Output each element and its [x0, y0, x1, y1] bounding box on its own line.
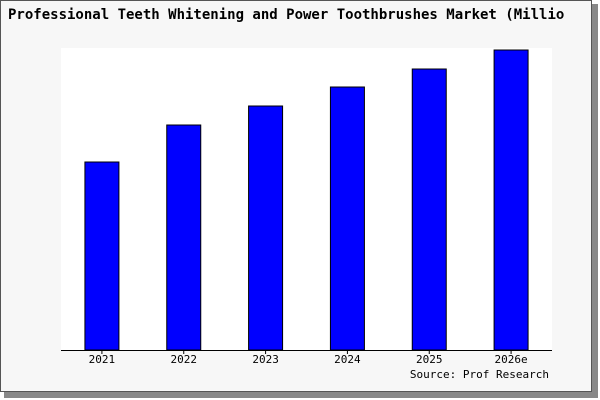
bar [493, 49, 529, 351]
bar [411, 68, 447, 351]
source-note: Source: Prof Research [410, 368, 549, 381]
bar [248, 105, 284, 351]
x-tick-label: 2022 [171, 353, 198, 366]
plot-area [61, 48, 552, 350]
x-tick-label: 2026e [495, 353, 528, 366]
x-tick-label: 2024 [334, 353, 361, 366]
x-tick-label: 2023 [252, 353, 279, 366]
bar [166, 124, 202, 351]
x-tick-label: 2021 [89, 353, 116, 366]
x-tick-label: 2025 [416, 353, 443, 366]
bar [84, 161, 120, 351]
chart-title: Professional Teeth Whitening and Power T… [8, 7, 564, 23]
bar [329, 86, 365, 351]
